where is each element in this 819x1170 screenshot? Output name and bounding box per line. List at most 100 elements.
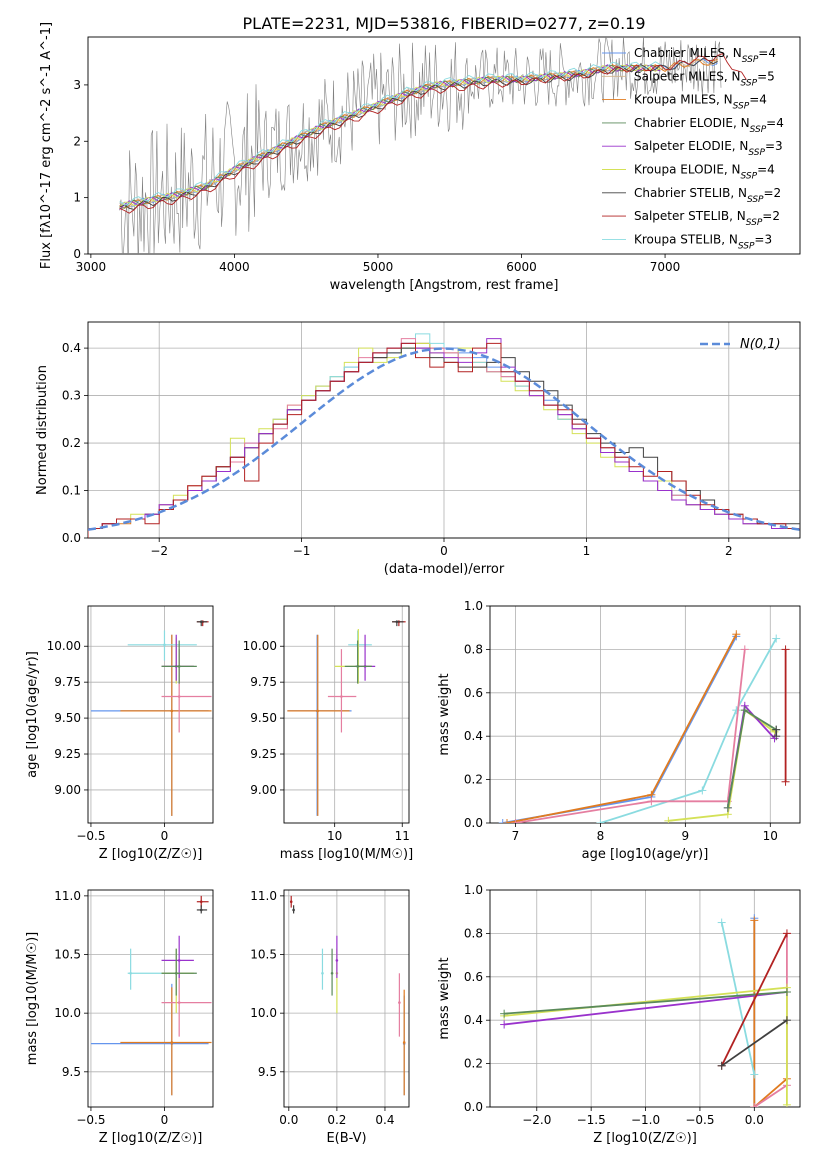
x-tick-label: 0.0 [745,1113,764,1127]
y-tick-label: 0.4 [464,1013,483,1027]
y-tick-label: 9.25 [54,747,81,761]
y-tick-label: 0.0 [464,816,483,830]
plot-area [90,895,212,1096]
panel-mass-vs-EBV: 0.0 0.2 0.4 9.5 10.0 10.5 11.0 E(B-V) [250,889,410,1146]
plot-area [289,895,406,1096]
legend-label: Chabrier ELODIE, NSSP=4 [634,116,784,135]
x-tick-label: 0 [161,1113,169,1127]
x-tick-label: −2 [150,544,168,558]
x-tick-label: 0 [161,829,169,843]
x-tick-label: 11 [395,829,410,843]
y-tick-label: 1.0 [464,883,483,897]
y-tick-label: 0.0 [464,1100,483,1114]
data-point [292,908,295,912]
y-tick-label: 0.4 [464,729,483,743]
y-axis-label: age [log10(age/yr)] [25,651,40,778]
plot-area [500,914,791,1107]
x-tick-label: 7 [512,829,520,843]
y-axis-label: mass weight [437,957,452,1039]
data-point [199,900,203,904]
panel-mass-vs-Z: −0.5 0 9.5 10.0 10.5 11.0 Z [log10(Z/Z☉)] mass … [25,889,214,1146]
legend-label: N(0,1) [740,337,781,352]
y-tick-label: 0 [73,247,81,261]
data-point [163,643,166,647]
x-tick-label: 10 [763,829,778,843]
data-point [199,908,203,912]
series-line [600,638,777,823]
y-tick-label: 9.00 [250,783,277,797]
histogram-step [88,342,800,538]
data-point [316,709,320,713]
x-axis-label: wavelength [Angstrom, rest frame] [330,278,559,293]
x-tick-label: 0.2 [327,1113,346,1127]
y-tick-label: 10.5 [54,948,81,962]
y-tick-label: 9.50 [250,711,277,725]
x-tick-label: 5000 [363,260,394,274]
x-axis-label: (data-model)/error [384,562,505,577]
legend-label: Salpeter MILES, NSSP=5 [634,69,775,88]
y-tick-label: 9.75 [250,675,277,689]
data-point [177,959,181,962]
y-tick-label: 0.8 [464,926,483,940]
legend-label: Chabrier MILES, NSSP=4 [634,46,776,65]
x-axis-label: Z [log10(Z/Z☉)] [99,1131,203,1146]
x-axis-label: mass [log10(M/M☉)] [280,847,413,862]
y-tick-label: 10.0 [250,1006,277,1020]
plot-area [498,630,790,823]
legend-label: Salpeter ELODIE, NSSP=3 [634,139,783,158]
legend-label: Chabrier STELIB, NSSP=2 [634,186,781,205]
axes-frame [489,605,801,824]
y-tick-label: 10.0 [54,1006,81,1020]
panel-mass-weight-vs-age: 7 8 9 10 0.0 0.2 0.4 0.6 0.8 1.0 age [log10(age/yr… [437,599,801,862]
y-tick-label: 11.0 [250,889,277,903]
data-point [356,665,359,668]
data-point [177,695,181,698]
x-tick-label: 7000 [650,260,681,274]
axes-frame [87,321,801,539]
plot-area [88,333,800,538]
x-tick-label: 2 [725,544,733,558]
panel-age-vs-Z: −0.5 0 9.00 9.25 9.50 9.75 10.00 Z [log10(Z/Z☉)… [25,605,214,862]
y-tick-label: 0.0 [62,531,81,545]
x-axis-label: Z [log10(Z/Z☉)] [593,1131,697,1146]
x-tick-label: −0.5 [76,829,105,843]
y-axis-label: Flux [fλ10^-17 erg cm^-2 s^-1 A^-1] [39,22,54,269]
x-tick-label: 0.0 [279,1113,298,1127]
x-tick-label: 8 [597,829,605,843]
data-point [129,971,132,975]
panel-spectrum: 3000 4000 5000 6000 7000 0 1 2 3 wavelength [Angs… [39,22,801,293]
y-tick-label: 9.50 [54,711,81,725]
series-line [721,1019,788,1067]
data-point [289,900,293,904]
data-point [395,620,399,624]
y-tick-label: 9.00 [54,783,81,797]
panel-mass-weight-vs-Z: −2.0 −1.5 −1.0 −0.5 0.0 0.0 0.2 0.4 0.6 0.8 1.0 Z [… [437,883,801,1146]
panel-age-vs-mass: 10 11 9.00 9.25 9.50 9.75 10.00 mass [log10(M/M… [243,605,413,862]
y-tick-label: 10.5 [250,948,277,962]
x-tick-label: 6000 [506,260,537,274]
x-tick-label: −1.0 [631,1113,660,1127]
legend-label: Kroupa MILES, NSSP=4 [634,93,767,112]
y-axis-label: mass [log10(M/M☉)] [25,932,40,1065]
data-point [330,971,334,975]
y-tick-label: 0.2 [464,1057,483,1071]
x-tick-label: −1 [293,544,311,558]
y-tick-label: 0.6 [464,686,483,700]
x-axis-label: Z [log10(Z/Z☉)] [99,847,203,862]
series-line [504,991,787,1015]
axes-frame [283,889,410,1108]
y-tick-label: 1 [73,191,81,205]
legend: Chabrier MILES, NSSP=4 Salpeter MILES, NS… [602,46,784,251]
histogram-step [88,338,800,538]
data-point [335,959,339,962]
axes-frame [87,36,801,255]
y-tick-label: 10.00 [243,639,277,653]
y-tick-label: 0.4 [62,341,81,355]
y-tick-label: 11.0 [54,889,81,903]
y-tick-label: 0.2 [62,436,81,450]
data-point [177,1001,181,1004]
x-tick-label: 0.4 [375,1113,394,1127]
